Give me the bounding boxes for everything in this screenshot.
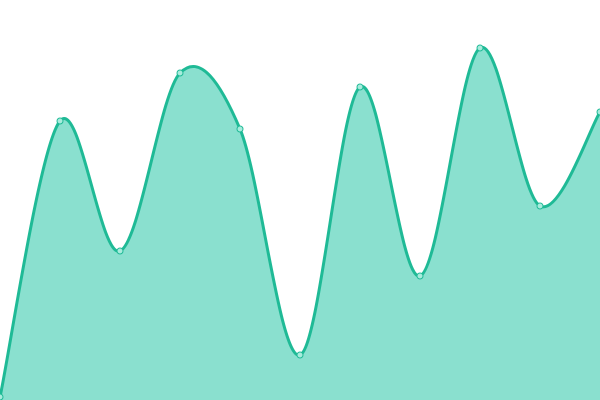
data-point-2	[116, 247, 124, 255]
data-point-8	[476, 44, 484, 52]
data-point-1	[56, 117, 64, 125]
data-point-7	[416, 272, 424, 280]
data-point-10	[596, 108, 600, 116]
data-point-4	[236, 125, 244, 133]
data-point-3	[176, 69, 184, 77]
data-point-6	[356, 83, 364, 91]
area-fill	[0, 47, 600, 400]
data-points	[0, 44, 600, 400]
data-point-5	[296, 351, 304, 359]
data-point-9	[536, 202, 544, 210]
data-point-0	[0, 393, 4, 400]
